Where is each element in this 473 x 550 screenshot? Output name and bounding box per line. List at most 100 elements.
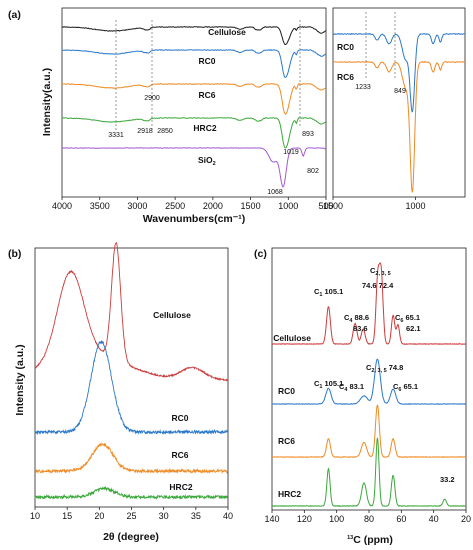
- c-annot-62-1: 62.1: [406, 324, 421, 333]
- c-series-line-hrc2: [271, 437, 467, 507]
- a-series-line-sio2: [61, 147, 327, 188]
- c-annot-c235-values: 74.6 72.4: [362, 281, 394, 290]
- inset-series-label-rc6: RC6: [337, 72, 354, 82]
- c-series-label-hrc2: HRC2: [278, 489, 301, 499]
- c-annot-c1: C1 105.1: [314, 287, 343, 298]
- panel-a-x-ticks: 4000 3500 3000 2500 2000 1500 1000 500: [52, 197, 334, 211]
- c-annot-rc0-c4: C4 83.1: [339, 382, 364, 393]
- inset-series-label-rc0: RC0: [337, 42, 354, 52]
- c-annot-c6: C6 65.1: [395, 313, 420, 324]
- panel-inset: 1500 1000 RC0 RC6 1233 849: [323, 7, 466, 211]
- inset-x-ticks: 1500 1000: [323, 197, 426, 211]
- peak-label-802: 802: [307, 168, 319, 175]
- inset-tick-label-1500: 1500: [323, 201, 343, 211]
- panel-b-frame: [34, 247, 229, 508]
- c-tick-label-40: 40: [429, 514, 439, 524]
- panel-c-curves: [271, 262, 467, 507]
- panel-c-x-label: 13C (ppm): [347, 534, 393, 546]
- b-tick-label-15: 15: [62, 511, 72, 521]
- c-annot-83-6: 83.6: [353, 324, 368, 333]
- c-series-label-rc6: RC6: [278, 436, 295, 446]
- b-tick-label-10: 10: [30, 511, 40, 521]
- peak-label-3331: 3331: [108, 132, 124, 139]
- c-tick-label-140: 140: [264, 514, 279, 524]
- c-tick-label-120: 120: [297, 514, 312, 524]
- panel-a-curves: [61, 26, 327, 188]
- c-annot-rc0-c1: C1 105.1: [314, 379, 343, 390]
- peak-label-2918: 2918: [137, 128, 153, 135]
- panel-b-x-ticks: 10 15 20 25 30 35 40: [30, 507, 233, 521]
- series-label-cellulose: Cellulose: [208, 27, 246, 37]
- panel-c-label: (c): [254, 248, 267, 260]
- panel-b-curves: [34, 241, 229, 500]
- b-series-label-rc6: RC6: [171, 450, 188, 460]
- inset-frame: [332, 7, 466, 198]
- b-tick-label-40: 40: [223, 511, 233, 521]
- b-series-line-rc6: [34, 442, 229, 475]
- panel-b-label: (b): [8, 248, 21, 260]
- series-label-sio2: SiO2: [198, 155, 216, 167]
- a-tick-label-500: 500: [318, 201, 333, 211]
- b-series-label-rc0: RC0: [171, 413, 188, 423]
- panel-a: (a) 4000 3500 3000 2500 2000 1500 1000 500 Wave…: [8, 7, 334, 225]
- inset-series-line-rc0: [332, 32, 466, 113]
- b-series-label-cellulose: Cellulose: [153, 310, 191, 320]
- c-annot-33-2: 33.2: [440, 475, 455, 484]
- c-tick-label-80: 80: [364, 514, 374, 524]
- series-label-rc0: RC0: [198, 56, 215, 66]
- b-series-line-hrc2: [34, 485, 228, 500]
- c-annot-rc0-c235: C2, 3, 5 74.8: [366, 363, 403, 374]
- b-tick-label-35: 35: [191, 511, 201, 521]
- panel-b: (b) 10 15 20 25 30 35 40 2θ (degree) Intensity…: [8, 241, 233, 543]
- panel-a-label: (a): [8, 9, 21, 21]
- a-series-line-rc0: [61, 49, 327, 78]
- b-tick-label-25: 25: [126, 511, 136, 521]
- panel-a-frame: [61, 7, 327, 198]
- panel-c: (c) 140 120 100 80 60 40 20 13C (ppm) Cellulos…: [254, 247, 471, 546]
- inset-peak-label-1233: 1233: [355, 84, 371, 91]
- a-tick-label-2500: 2500: [165, 201, 185, 211]
- panel-b-y-label: Intensity (a.u.): [14, 344, 26, 415]
- panel-a-y-label: Intensity(a.u.): [41, 68, 53, 136]
- c-series-label-rc0: RC0: [278, 386, 295, 396]
- peak-label-1068: 1068: [267, 189, 283, 196]
- b-series-line-rc0: [34, 340, 228, 436]
- panel-a-x-label: Wavenumbers(cm⁻¹): [143, 213, 246, 225]
- b-tick-label-20: 20: [94, 511, 104, 521]
- c-tick-label-100: 100: [329, 514, 344, 524]
- inset-series-line-rc6: [332, 60, 466, 193]
- inset-curves: [332, 32, 466, 193]
- c-annot-c235: C2, 3, 5: [370, 266, 391, 277]
- c-tick-label-60: 60: [396, 514, 406, 524]
- peak-label-893: 893: [302, 131, 314, 138]
- c-series-line-rc0: [271, 358, 467, 405]
- a-tick-label-1000: 1000: [278, 201, 298, 211]
- c-series-line-rc6: [271, 404, 467, 458]
- series-label-rc6: RC6: [198, 90, 215, 100]
- c-tick-label-20: 20: [461, 514, 471, 524]
- b-series-label-hrc2: HRC2: [169, 482, 192, 492]
- peak-label-2900: 2900: [144, 95, 160, 102]
- c-series-label-cellulose: Cellulose: [273, 333, 311, 343]
- inset-tick-label-1000: 1000: [405, 201, 425, 211]
- peak-label-1019: 1019: [283, 149, 299, 156]
- c-annot-rc0-c6: C6 65.1: [393, 382, 418, 393]
- peak-label-2850: 2850: [157, 128, 173, 135]
- a-tick-label-3000: 3000: [127, 201, 147, 211]
- panel-c-x-ticks: 140 120 100 80 60 40 20: [264, 510, 471, 524]
- b-series-line-cellulose: [34, 241, 228, 382]
- a-series-line-cellulose: [61, 26, 327, 46]
- panel-b-x-label: 2θ (degree): [103, 531, 159, 543]
- c-series-line-cellulose: [271, 262, 467, 345]
- b-tick-label-30: 30: [159, 511, 169, 521]
- c-annot-c4: C4 88.6: [344, 313, 369, 324]
- a-tick-label-3500: 3500: [90, 201, 110, 211]
- a-tick-label-2000: 2000: [203, 201, 223, 211]
- a-tick-label-1500: 1500: [241, 201, 261, 211]
- a-tick-label-4000: 4000: [52, 201, 72, 211]
- inset-peak-label-849: 849: [394, 88, 406, 95]
- a-series-line-rc6: [61, 83, 327, 115]
- series-label-hrc2: HRC2: [193, 123, 216, 133]
- a-series-line-hrc2: [62, 117, 327, 149]
